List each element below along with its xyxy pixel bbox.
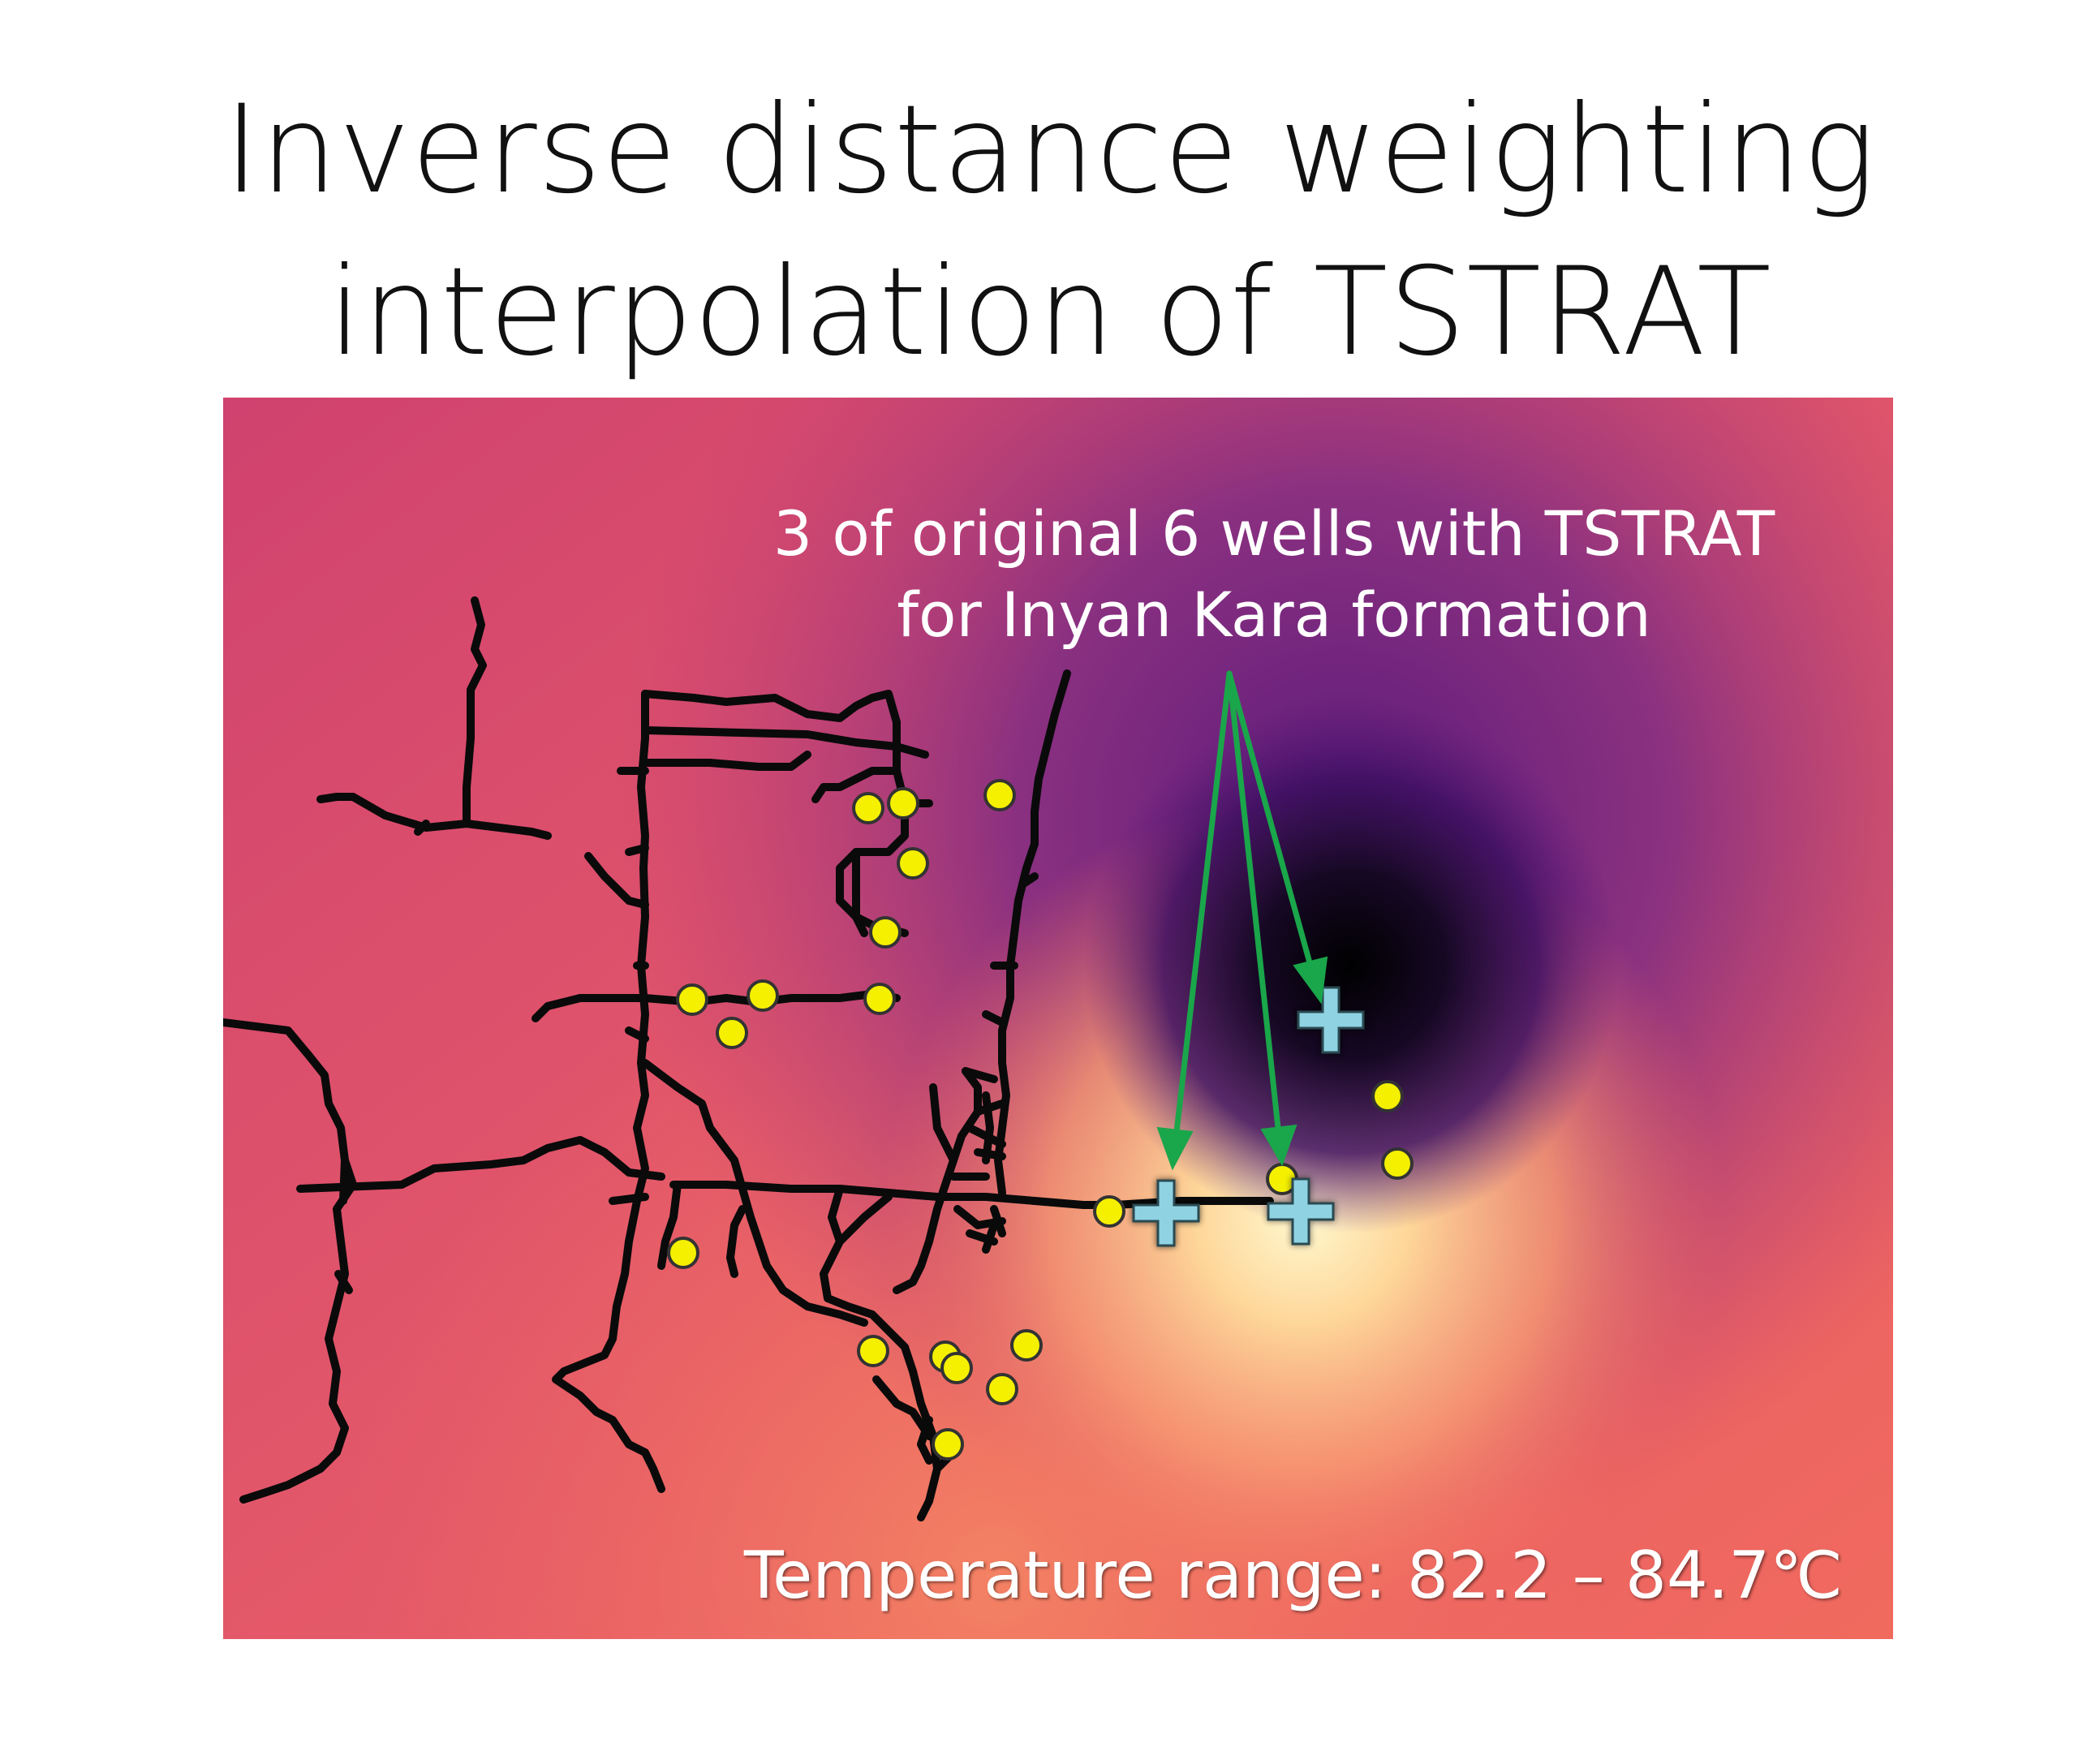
arrowhead	[1156, 1126, 1194, 1171]
slide-title: Inverse distance weighting interpolation…	[0, 69, 2100, 394]
well-dot	[1381, 1147, 1414, 1180]
well-dot	[1010, 1329, 1043, 1362]
annotation-line-1: 3 of original 6 wells with TSTRAT	[772, 497, 1775, 570]
well-dot	[932, 1428, 964, 1461]
callout-annotation: 3 of original 6 wells with TSTRAT for In…	[223, 493, 1854, 656]
well-dot	[940, 1352, 973, 1384]
temperature-range-label: Temperature range: 82.2 – 84.7℃	[743, 1538, 1843, 1613]
well-dots	[667, 779, 1414, 1461]
tstrat-cross-marker	[1267, 1177, 1335, 1246]
well-dot	[676, 983, 708, 1016]
well-dot	[747, 979, 779, 1012]
well-dot	[983, 779, 1016, 811]
well-dot	[1371, 1080, 1404, 1112]
idw-map: 3 of original 6 wells with TSTRAT for In…	[223, 398, 1893, 1639]
well-dot	[887, 787, 919, 820]
tstrat-cross-marker	[1297, 986, 1365, 1054]
well-dot	[869, 916, 902, 949]
well-dot	[716, 1017, 748, 1049]
annotation-line-2: for Inyan Kara formation	[897, 579, 1651, 651]
well-dot	[857, 1335, 889, 1367]
arrow-to-marker-3	[1226, 670, 1281, 1131]
well-dot	[667, 1237, 699, 1269]
cold-zone	[223, 398, 1893, 1639]
map-canvas	[223, 398, 1893, 1639]
arrow-to-marker-2	[1173, 670, 1233, 1135]
road-network	[223, 596, 1274, 1521]
tstrat-markers	[1132, 986, 1365, 1247]
well-dot	[897, 847, 929, 880]
arrowhead	[1293, 956, 1328, 1005]
tstrat-cross-marker	[1132, 1179, 1200, 1247]
arrowhead	[1260, 1124, 1297, 1167]
arrow-to-marker-1	[1226, 670, 1314, 969]
callout-arrows	[1156, 670, 1328, 1171]
well-dot	[986, 1373, 1018, 1405]
well-dot	[852, 792, 884, 824]
well-dot	[863, 983, 896, 1015]
title-line-2: interpolation of TSTRAT	[328, 242, 1772, 383]
well-dot	[1093, 1195, 1125, 1228]
title-line-1: Inverse distance weighting	[223, 80, 1877, 221]
